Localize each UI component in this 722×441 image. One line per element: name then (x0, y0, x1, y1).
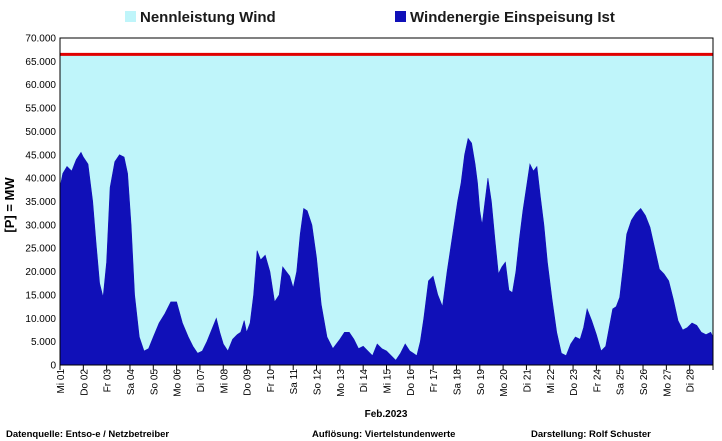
einspeisung-area (59, 137, 714, 366)
x-tick-label: Di 07 (196, 369, 207, 393)
x-tick-label: Mi 01 (56, 369, 67, 394)
x-tick-label: Sa 11 (289, 369, 300, 395)
x-tick-label: Mo 13 (336, 369, 347, 397)
footer-resolution: Auflösung: Viertelstundenwerte (312, 429, 455, 440)
series-layer (59, 52, 714, 366)
x-tick-label: Mo 27 (662, 369, 673, 397)
x-tick-label: Sa 18 (453, 369, 464, 396)
x-tick-label: Fr 10 (266, 369, 277, 393)
x-axis-month-label: Feb.2023 (365, 409, 408, 420)
y-tick-label: 30.000 (25, 220, 56, 231)
x-tick-label: Do 09 (243, 369, 254, 396)
x-tick-label: Di 28 (686, 369, 697, 393)
legend-swatch-einspeisung (395, 11, 406, 22)
x-tick-label: Mo 20 (499, 369, 510, 397)
footer-author: Darstellung: Rolf Schuster (531, 429, 651, 440)
y-tick-label: 15.000 (25, 290, 56, 301)
x-tick-label: Mi 08 (219, 369, 230, 394)
footer-source: Datenquelle: Entso-e / Netzbetreiber (6, 429, 169, 440)
y-tick-label: 35.000 (25, 197, 56, 208)
x-tick-label: Mo 06 (173, 369, 184, 397)
axes (59, 37, 714, 370)
legend-label-einspeisung: Windenergie Einspeisung Ist (410, 9, 615, 26)
y-tick-label: 65.000 (25, 57, 56, 68)
x-tick-label: So 26 (639, 369, 650, 396)
y-tick-label: 55.000 (25, 104, 56, 115)
y-tick-label: 5.000 (31, 337, 56, 348)
y-tick-label: 70.000 (25, 34, 56, 45)
x-tick-labels: Mi 01 Do 02 Fr 03 Sa 04 So 05 Mo 06 Di 07 Mi 08… (56, 369, 697, 397)
legend-swatch-nennleistung (125, 11, 136, 22)
x-tick-label: Do 02 (79, 369, 90, 396)
x-tick-label: Do 23 (569, 369, 580, 396)
x-tick-label: Sa 25 (616, 369, 627, 396)
x-tick-label: So 19 (476, 369, 487, 396)
x-tick-label: Di 14 (359, 369, 370, 393)
y-tick-label: 20.000 (25, 267, 56, 278)
y-tick-labels: 0 5.000 10.000 15.000 20.000 25.000 30.000 35.0… (25, 34, 56, 372)
x-tick-label: Fr 24 (592, 369, 603, 393)
y-tick-label: 0 (50, 361, 56, 372)
y-tick-label: 10.000 (25, 314, 56, 325)
x-tick-label: So 05 (149, 369, 160, 396)
x-tick-label: Mi 22 (546, 369, 557, 394)
x-tick-label: Mi 15 (383, 369, 394, 394)
x-tick-label: So 12 (313, 369, 324, 396)
y-tick-label: 60.000 (25, 80, 56, 91)
x-tick-label: Di 21 (522, 369, 533, 393)
x-tick-label: Fr 03 (103, 369, 114, 393)
y-tick-label: 50.000 (25, 127, 56, 138)
y-tick-label: 40.000 (25, 174, 56, 185)
legend: Nennleistung Wind Windenergie Einspeisun… (125, 9, 615, 26)
y-axis-label: [P] = MW (2, 177, 17, 233)
x-tick-label: Fr 17 (429, 369, 440, 393)
x-tick-label: Do 16 (406, 369, 417, 396)
x-tick-label: Sa 04 (126, 369, 137, 396)
y-tick-label: 25.000 (25, 244, 56, 255)
y-tick-label: 45.000 (25, 150, 56, 161)
legend-label-nennleistung: Nennleistung Wind (140, 9, 276, 26)
